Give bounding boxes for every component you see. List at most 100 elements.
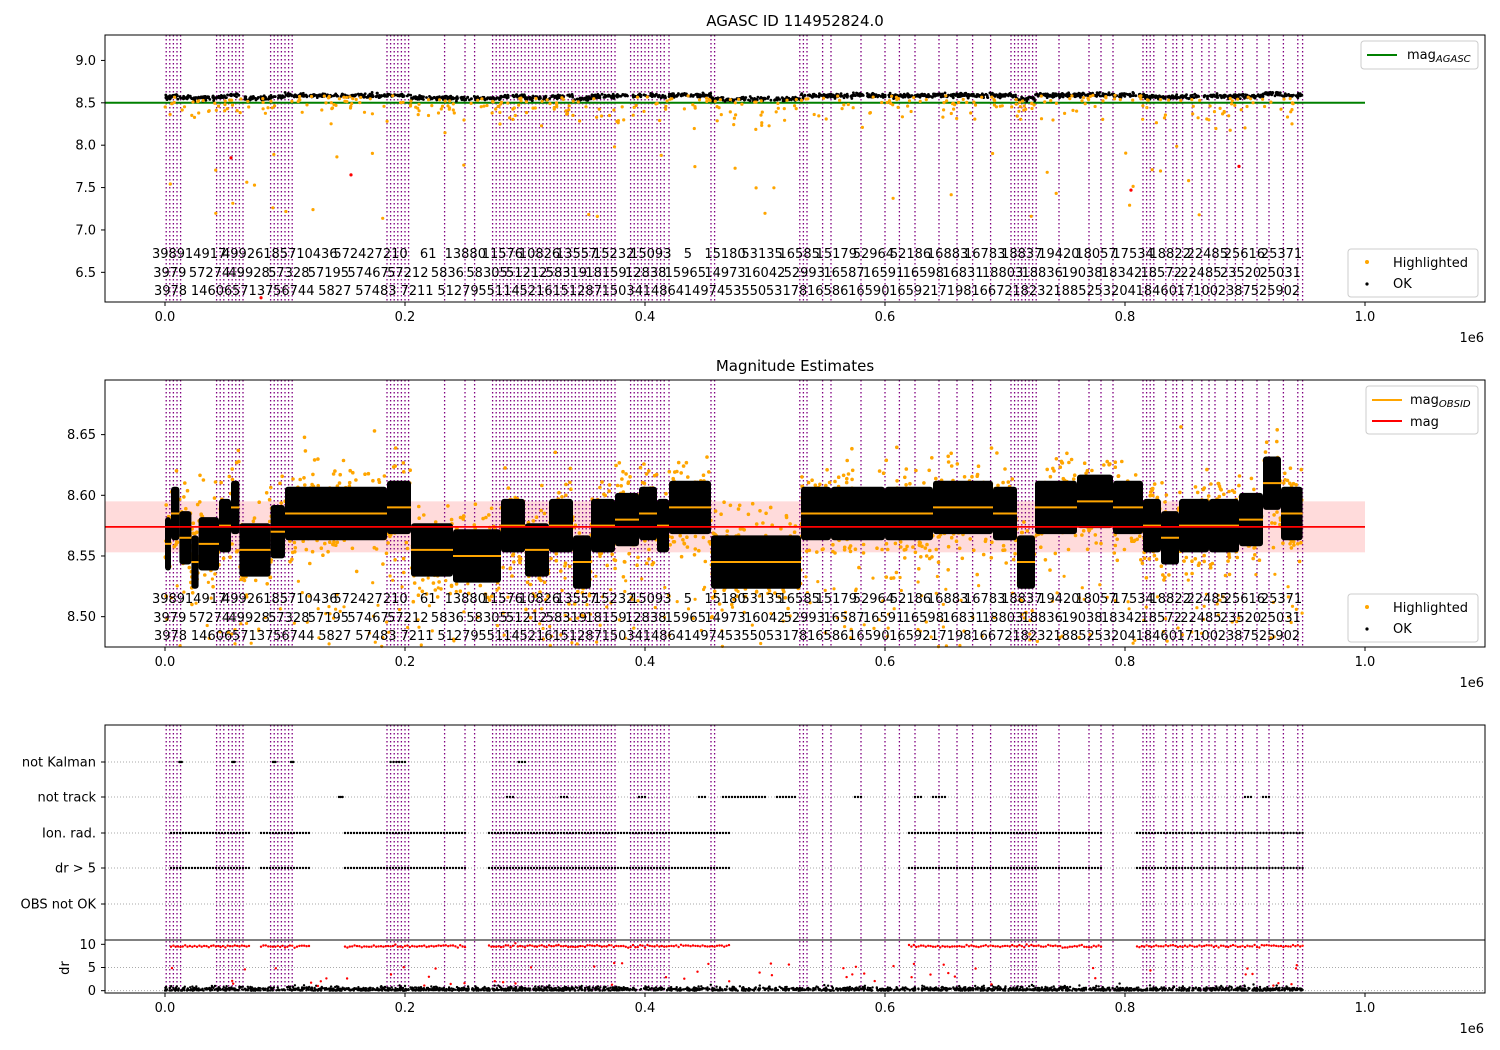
highlighted-point bbox=[498, 110, 502, 114]
ok-point bbox=[692, 94, 695, 97]
highlighted-point bbox=[1141, 117, 1145, 121]
highlighted-point bbox=[1112, 551, 1117, 555]
highlighted-point bbox=[1150, 168, 1154, 172]
highlighted-point bbox=[1227, 572, 1232, 577]
highlighted-point bbox=[885, 547, 890, 552]
ok-point bbox=[485, 97, 489, 101]
highlighted-point bbox=[927, 468, 931, 473]
obsid-label: 57274 bbox=[189, 266, 230, 281]
highlighted-point bbox=[949, 451, 953, 456]
ok-point bbox=[1145, 94, 1149, 97]
highlighted-point bbox=[553, 450, 558, 455]
highlighted-point bbox=[981, 552, 986, 557]
highlighted-point bbox=[196, 99, 201, 103]
highlighted-point bbox=[628, 475, 632, 479]
ok-point bbox=[409, 93, 413, 97]
highlighted-point bbox=[1281, 541, 1285, 545]
highlighted-point bbox=[584, 105, 588, 109]
obsid-label: 53178 bbox=[766, 284, 807, 299]
highlighted-point bbox=[557, 490, 561, 495]
highlighted-point bbox=[642, 462, 646, 466]
highlighted-point bbox=[1184, 572, 1189, 576]
ok-point bbox=[207, 95, 211, 99]
highlighted-point bbox=[264, 491, 269, 495]
highlighted-point bbox=[508, 566, 513, 571]
highlighted-point bbox=[898, 540, 903, 544]
ok-point bbox=[1243, 96, 1246, 100]
highlighted-point bbox=[569, 487, 573, 492]
ok-point bbox=[402, 94, 406, 98]
highlighted-point bbox=[1112, 97, 1117, 101]
highlighted-point bbox=[414, 105, 418, 109]
highlighted-point bbox=[298, 94, 302, 99]
highlighted-point bbox=[1253, 553, 1257, 557]
ok-point bbox=[924, 94, 927, 98]
highlighted-point bbox=[602, 492, 606, 497]
highlighted-point bbox=[478, 583, 483, 588]
highlighted-point bbox=[719, 512, 723, 516]
y-tick-label: 8.0 bbox=[75, 139, 96, 154]
highlighted-point bbox=[439, 107, 443, 111]
highlighted-point bbox=[934, 476, 938, 481]
ok-point bbox=[1191, 93, 1194, 97]
highlighted-point bbox=[1290, 122, 1294, 126]
highlighted-point bbox=[610, 552, 614, 557]
highlighted-point bbox=[957, 100, 961, 104]
panel1-points bbox=[105, 90, 1365, 300]
highlighted-point bbox=[1195, 490, 1200, 495]
highlighted-point bbox=[266, 106, 270, 110]
obsid-label: 57483 bbox=[355, 284, 396, 299]
highlighted-point bbox=[1178, 490, 1182, 495]
highlighted-point bbox=[644, 472, 649, 476]
highlighted-point bbox=[928, 548, 932, 553]
highlighted-point bbox=[476, 98, 480, 102]
highlighted-point bbox=[322, 94, 326, 98]
ok-point bbox=[936, 93, 940, 97]
highlighted-point bbox=[824, 117, 828, 121]
highlighted-point bbox=[946, 544, 951, 549]
highlighted-point bbox=[1285, 478, 1290, 483]
ok-point bbox=[817, 94, 821, 98]
highlighted-point bbox=[510, 553, 515, 558]
highlighted-point bbox=[382, 104, 386, 108]
highlighted-point bbox=[542, 511, 547, 516]
obsid-label: 22485 bbox=[1180, 266, 1221, 281]
highlighted-point bbox=[290, 99, 294, 103]
highlighted-point bbox=[732, 116, 737, 120]
highlighted-point bbox=[278, 481, 282, 486]
obsid-label: 14917 bbox=[185, 247, 226, 262]
highlighted-point bbox=[236, 448, 241, 453]
highlighted-point bbox=[1030, 101, 1034, 106]
ok-point bbox=[381, 94, 385, 97]
highlighted-point bbox=[707, 540, 712, 544]
ok-point bbox=[667, 95, 671, 98]
highlighted-point bbox=[168, 182, 172, 186]
ok-point bbox=[418, 96, 422, 99]
highlighted-point bbox=[1051, 118, 1055, 122]
highlighted-point bbox=[519, 99, 523, 103]
highlighted-point bbox=[877, 469, 882, 473]
highlighted-point bbox=[614, 463, 618, 468]
highlighted-point bbox=[482, 104, 486, 108]
highlighted-point bbox=[1212, 110, 1217, 114]
highlighted-point bbox=[728, 98, 733, 102]
highlighted-point bbox=[401, 470, 406, 474]
highlighted-point bbox=[900, 115, 905, 119]
highlighted-point bbox=[261, 107, 265, 111]
highlighted-point bbox=[312, 458, 317, 462]
highlighted-point bbox=[792, 530, 797, 534]
highlighted-point bbox=[671, 540, 676, 544]
highlighted-point bbox=[810, 478, 814, 483]
highlighted-point bbox=[949, 111, 953, 116]
highlighted-point bbox=[952, 107, 956, 111]
ok-point bbox=[256, 96, 260, 100]
highlighted-point bbox=[664, 104, 668, 108]
obsid-label: 17100 bbox=[1177, 284, 1218, 299]
ok-point bbox=[855, 91, 858, 95]
ok-point bbox=[176, 94, 179, 98]
highlighted-point bbox=[713, 509, 718, 513]
highlighted-point bbox=[990, 95, 994, 99]
highlighted-point bbox=[887, 99, 892, 103]
highlighted-point bbox=[965, 100, 969, 104]
ok-point bbox=[1082, 92, 1086, 96]
